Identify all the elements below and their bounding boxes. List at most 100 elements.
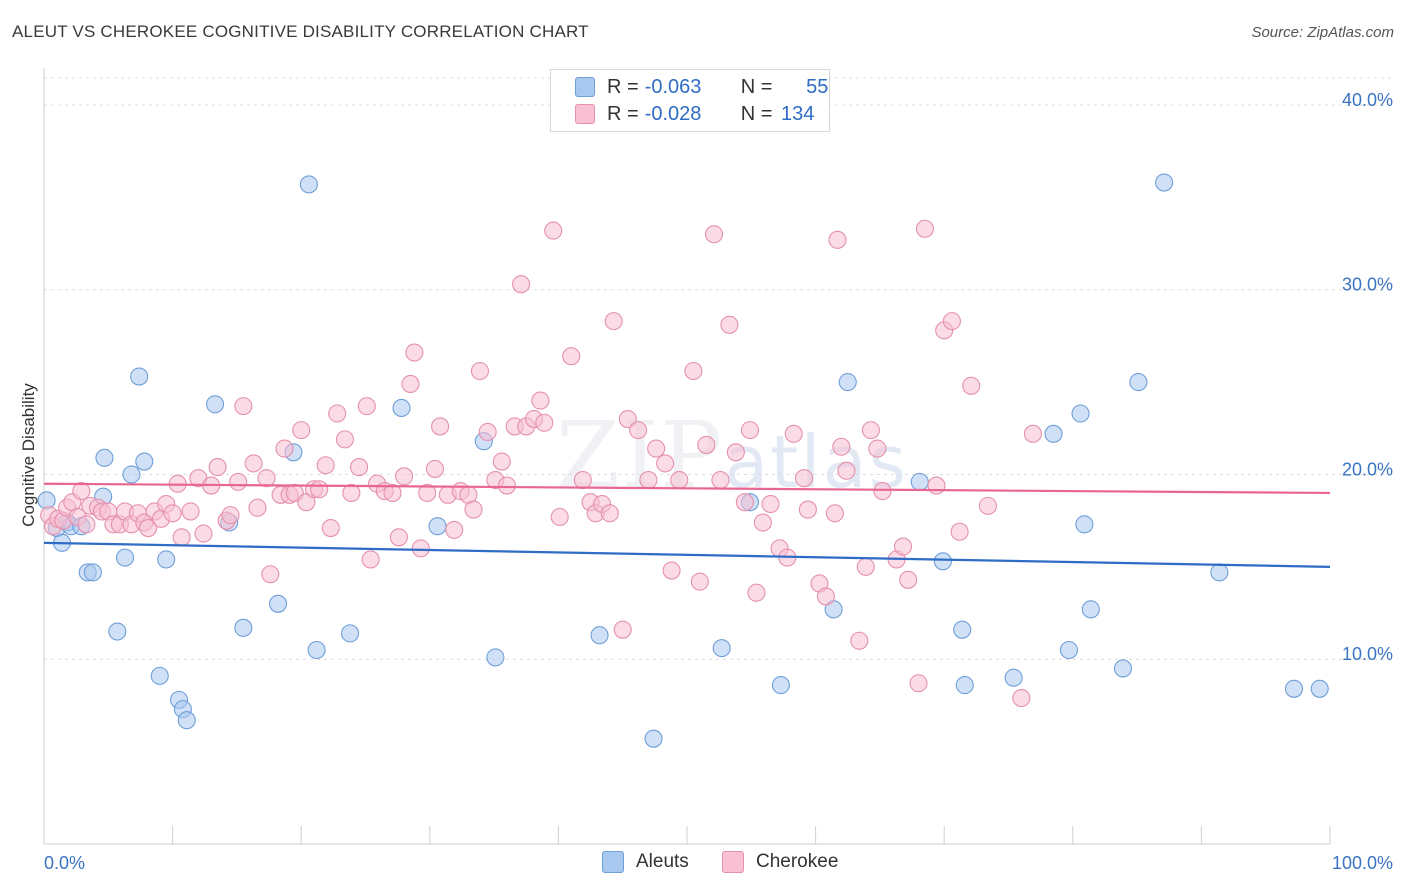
- data-point: [850, 631, 869, 650]
- data-point: [684, 361, 703, 381]
- data-point: [1023, 424, 1042, 443]
- x-tick-label: 100.0%: [1332, 853, 1393, 873]
- data-point: [753, 513, 772, 532]
- data-point: [1129, 373, 1148, 392]
- data-point: [910, 472, 929, 491]
- data-point: [310, 480, 329, 499]
- data-point: [1075, 515, 1094, 534]
- legend-item-cherokee[interactable]: Cherokee: [722, 851, 838, 873]
- legend-label-aleuts: Aleuts: [636, 851, 689, 872]
- data-point: [1004, 668, 1023, 687]
- data-point: [550, 507, 569, 527]
- data-point: [257, 469, 276, 488]
- data-point: [868, 439, 887, 458]
- data-point: [697, 435, 716, 454]
- data-point: [761, 494, 780, 514]
- trend-line-cherokee: [43, 482, 1331, 495]
- data-point: [150, 666, 169, 685]
- data-point: [361, 550, 380, 569]
- data-point: [208, 458, 227, 477]
- data-point: [392, 398, 411, 418]
- data-point: [690, 572, 709, 591]
- data-point: [712, 639, 731, 658]
- data-point: [647, 439, 666, 458]
- data-point: [115, 548, 135, 567]
- data-point: [163, 504, 182, 523]
- data-point: [428, 517, 447, 536]
- legend-n-value: 55: [806, 75, 829, 98]
- data-point: [747, 583, 766, 602]
- data-point: [512, 275, 531, 294]
- data-point: [531, 391, 550, 410]
- data-point: [181, 502, 200, 521]
- data-point: [873, 482, 892, 501]
- data-point: [639, 470, 658, 490]
- data-point: [229, 472, 248, 491]
- data-point: [357, 397, 376, 416]
- data-point: [816, 587, 835, 606]
- legend-row-cherokee: R = -0.028 N = 134: [551, 101, 814, 127]
- data-point: [130, 367, 149, 386]
- data-point: [1071, 404, 1090, 423]
- data-point: [478, 422, 497, 442]
- data-point: [95, 448, 114, 467]
- legend-row-aleuts: R = -0.063 N = 55: [551, 74, 828, 100]
- data-point: [328, 404, 347, 423]
- data-point: [72, 482, 91, 501]
- data-point: [261, 565, 280, 584]
- axes: [43, 68, 1331, 845]
- data-point: [544, 221, 563, 240]
- data-point: [139, 519, 158, 538]
- data-point: [735, 493, 754, 512]
- data-point: [600, 504, 619, 523]
- data-point: [978, 496, 997, 515]
- data-point: [1059, 640, 1078, 660]
- data-point: [307, 640, 326, 660]
- x-tick-labels: 0.0% 100.0%: [44, 853, 1393, 873]
- data-point: [899, 570, 918, 589]
- data-point: [269, 594, 288, 613]
- data-point: [953, 620, 972, 639]
- data-point: [248, 498, 267, 517]
- trend-line-aleuts: [43, 541, 1331, 568]
- legend-label-cherokee: Cherokee: [756, 851, 839, 872]
- data-point: [275, 439, 294, 458]
- data-point: [656, 454, 675, 473]
- legend-swatch-cherokee: [575, 104, 595, 124]
- data-point: [784, 424, 803, 443]
- data-point: [644, 729, 663, 748]
- data-point: [825, 504, 844, 523]
- data-point: [234, 397, 253, 416]
- data-point: [670, 470, 689, 490]
- legend-n-label: N =: [740, 102, 773, 125]
- data-point: [221, 506, 240, 525]
- data-point: [335, 430, 354, 449]
- data-point: [194, 524, 213, 543]
- data-point: [425, 459, 444, 478]
- legend-n-value: 134: [781, 102, 815, 125]
- data-point: [341, 624, 360, 643]
- legend-swatch-aleuts: [602, 851, 624, 873]
- data-point: [401, 374, 420, 393]
- data-point: [740, 421, 760, 440]
- data-point: [350, 458, 369, 477]
- data-point: [486, 648, 505, 667]
- series-legend: Aleuts Cherokee: [0, 851, 1406, 877]
- data-point: [893, 537, 913, 556]
- data-point: [604, 312, 623, 331]
- data-point: [837, 461, 856, 480]
- data-point: [950, 522, 969, 541]
- data-point: [955, 676, 974, 695]
- data-point: [794, 469, 814, 488]
- series-aleuts: [37, 173, 1329, 748]
- data-point: [1044, 424, 1063, 443]
- data-point: [418, 483, 437, 503]
- data-point: [321, 519, 340, 538]
- legend-swatch-aleuts: [575, 77, 595, 97]
- legend-n-label: N =: [740, 75, 773, 98]
- legend-item-aleuts[interactable]: Aleuts: [602, 851, 689, 873]
- x-tick-label: 0.0%: [44, 853, 85, 873]
- data-point: [726, 443, 745, 462]
- data-point: [711, 470, 730, 490]
- series-cherokee: [40, 219, 1042, 708]
